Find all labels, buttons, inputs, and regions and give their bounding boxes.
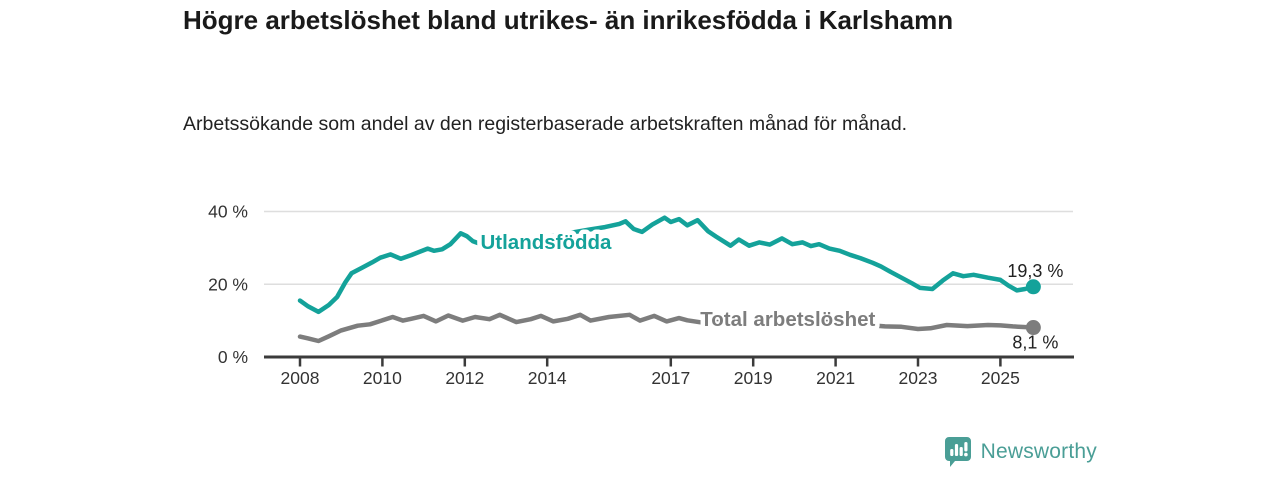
chart-subtitle: Arbetssökande som andel av den registerb… [183, 113, 908, 135]
series-end-dot [1025, 320, 1041, 336]
series-line-utlandsfodda [297, 215, 1036, 315]
x-tick-label: 2021 [816, 368, 855, 388]
y-tick-label: 40 % [208, 202, 248, 222]
x-tick-label: 2023 [899, 368, 938, 388]
newsworthy-logo-icon [944, 437, 971, 467]
x-tick-label: 2010 [363, 368, 402, 388]
end-value-label: 19,3 % [1007, 261, 1063, 281]
series-end-dot [1025, 279, 1041, 295]
series-label: Total arbetslöshet [700, 308, 875, 331]
x-tick-label: 2008 [281, 368, 320, 388]
y-tick-label: 0 % [218, 347, 248, 367]
series-label: Utlandsfödda [480, 231, 612, 254]
series-line-total [297, 312, 1036, 344]
x-tick-label: 2017 [651, 368, 690, 388]
page-title: Högre arbetslöshet bland utrikes- än inr… [183, 5, 954, 35]
x-tick-label: 2012 [445, 368, 484, 388]
x-tick-label: 2014 [528, 368, 567, 388]
brand-footer: Newsworthy [944, 434, 1097, 470]
x-tick-label: 2025 [981, 368, 1020, 388]
brand-name: Newsworthy [980, 440, 1097, 463]
y-tick-label: 20 % [208, 274, 248, 294]
end-value-label: 8,1 % [1012, 333, 1058, 353]
x-tick-label: 2019 [734, 368, 773, 388]
